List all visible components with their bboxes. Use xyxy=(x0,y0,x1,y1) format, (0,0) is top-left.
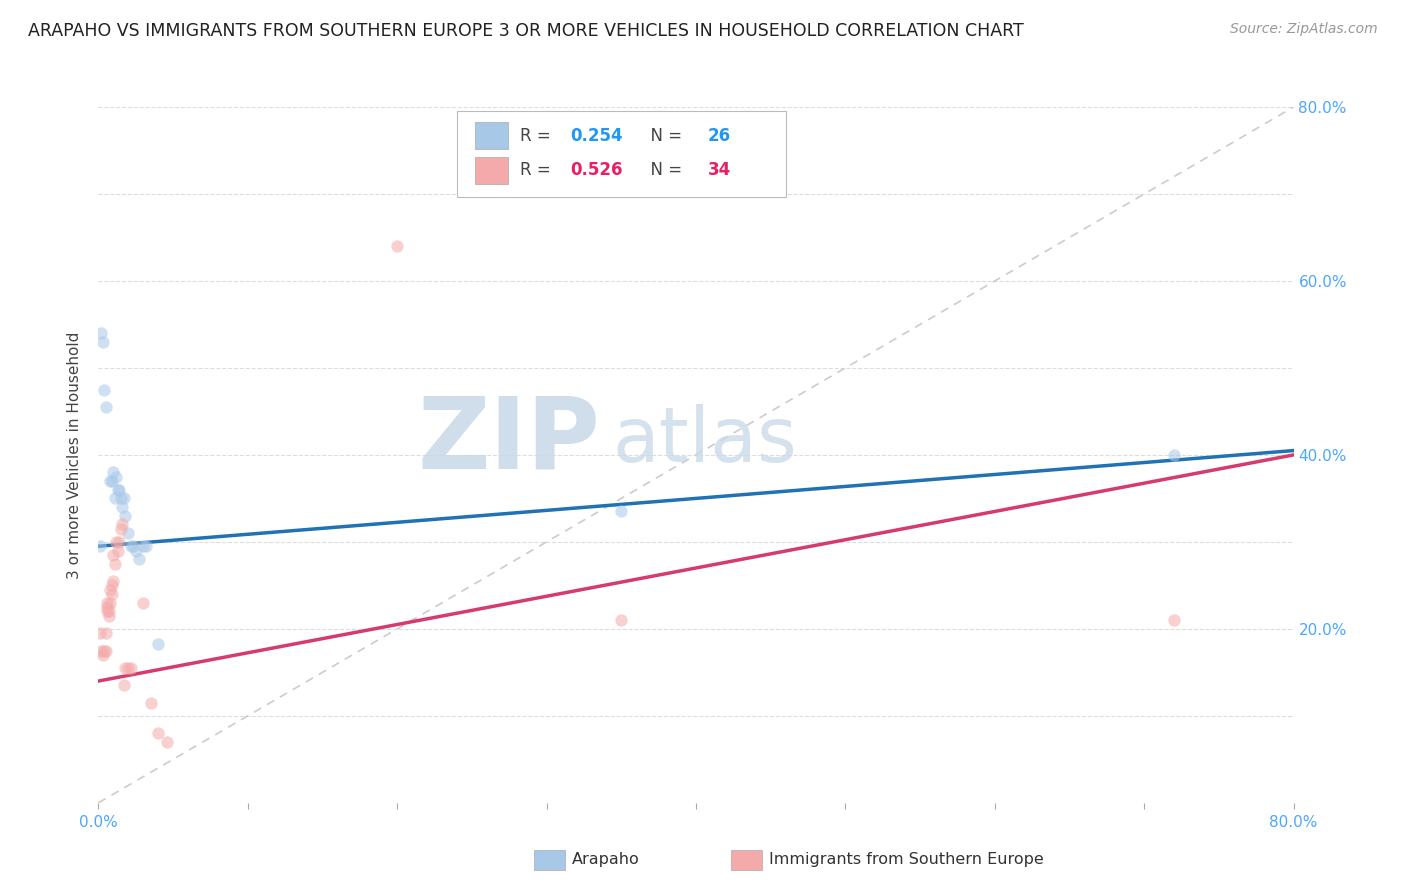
Text: Arapaho: Arapaho xyxy=(572,853,640,867)
Point xyxy=(94,643,117,657)
Text: N =: N = xyxy=(640,127,688,145)
FancyBboxPatch shape xyxy=(457,111,786,197)
Point xyxy=(139,696,162,710)
Point xyxy=(111,500,134,514)
Point xyxy=(104,491,127,506)
Text: Immigrants from Southern Europe: Immigrants from Southern Europe xyxy=(769,853,1043,867)
Text: N =: N = xyxy=(640,161,688,179)
Point xyxy=(128,552,150,566)
Point xyxy=(120,539,142,553)
Point xyxy=(100,474,122,488)
Point xyxy=(105,469,128,483)
Point xyxy=(97,605,120,619)
Text: 26: 26 xyxy=(709,127,731,145)
Point xyxy=(108,483,131,497)
Text: ARAPAHO VS IMMIGRANTS FROM SOUTHERN EUROPE 3 OR MORE VEHICLES IN HOUSEHOLD CORRE: ARAPAHO VS IMMIGRANTS FROM SOUTHERN EURO… xyxy=(28,22,1024,40)
Point xyxy=(93,643,115,657)
Point xyxy=(108,534,131,549)
Text: R =: R = xyxy=(520,161,557,179)
Point xyxy=(111,517,134,532)
Point xyxy=(91,648,114,662)
Point xyxy=(132,596,155,610)
Point xyxy=(135,539,157,553)
Point xyxy=(101,474,124,488)
Point xyxy=(91,334,114,349)
Point xyxy=(1163,448,1185,462)
Text: R =: R = xyxy=(520,127,557,145)
Point xyxy=(110,491,132,506)
Point xyxy=(112,491,135,506)
Point xyxy=(93,383,115,397)
Bar xyxy=(475,122,509,149)
Point xyxy=(90,326,112,340)
Text: 0.526: 0.526 xyxy=(571,161,623,179)
Text: 34: 34 xyxy=(709,161,731,179)
Text: 0.254: 0.254 xyxy=(571,127,623,145)
Point xyxy=(103,466,125,480)
Point xyxy=(610,613,633,627)
Point xyxy=(120,661,142,675)
Point xyxy=(114,508,136,523)
Y-axis label: 3 or more Vehicles in Household: 3 or more Vehicles in Household xyxy=(67,331,83,579)
Point xyxy=(117,661,139,675)
Point xyxy=(94,400,117,414)
Point xyxy=(112,678,135,692)
Point xyxy=(107,483,129,497)
Point xyxy=(117,526,139,541)
Point xyxy=(104,557,127,571)
Point xyxy=(110,522,132,536)
Point xyxy=(103,574,125,588)
Point xyxy=(101,587,124,601)
Point xyxy=(89,539,111,553)
Point xyxy=(148,637,170,651)
Point xyxy=(96,600,118,615)
Point xyxy=(94,626,117,640)
Point xyxy=(105,534,128,549)
Point xyxy=(148,726,170,740)
Point xyxy=(90,643,112,657)
Point xyxy=(1163,613,1185,627)
Point xyxy=(101,578,124,592)
Point xyxy=(132,539,155,553)
Text: Source: ZipAtlas.com: Source: ZipAtlas.com xyxy=(1230,22,1378,37)
Point xyxy=(121,539,143,553)
Point xyxy=(97,608,120,623)
Text: atlas: atlas xyxy=(613,404,797,478)
Point xyxy=(610,504,633,518)
Text: ZIP: ZIP xyxy=(418,392,600,490)
Point xyxy=(156,735,179,749)
Point xyxy=(107,543,129,558)
Point xyxy=(385,239,409,253)
Point xyxy=(125,543,148,558)
Point xyxy=(103,548,125,562)
Bar xyxy=(475,157,509,184)
Point xyxy=(100,596,122,610)
Point xyxy=(100,582,122,597)
Point xyxy=(96,596,118,610)
Point xyxy=(114,661,136,675)
Point xyxy=(96,605,118,619)
Point xyxy=(89,626,111,640)
